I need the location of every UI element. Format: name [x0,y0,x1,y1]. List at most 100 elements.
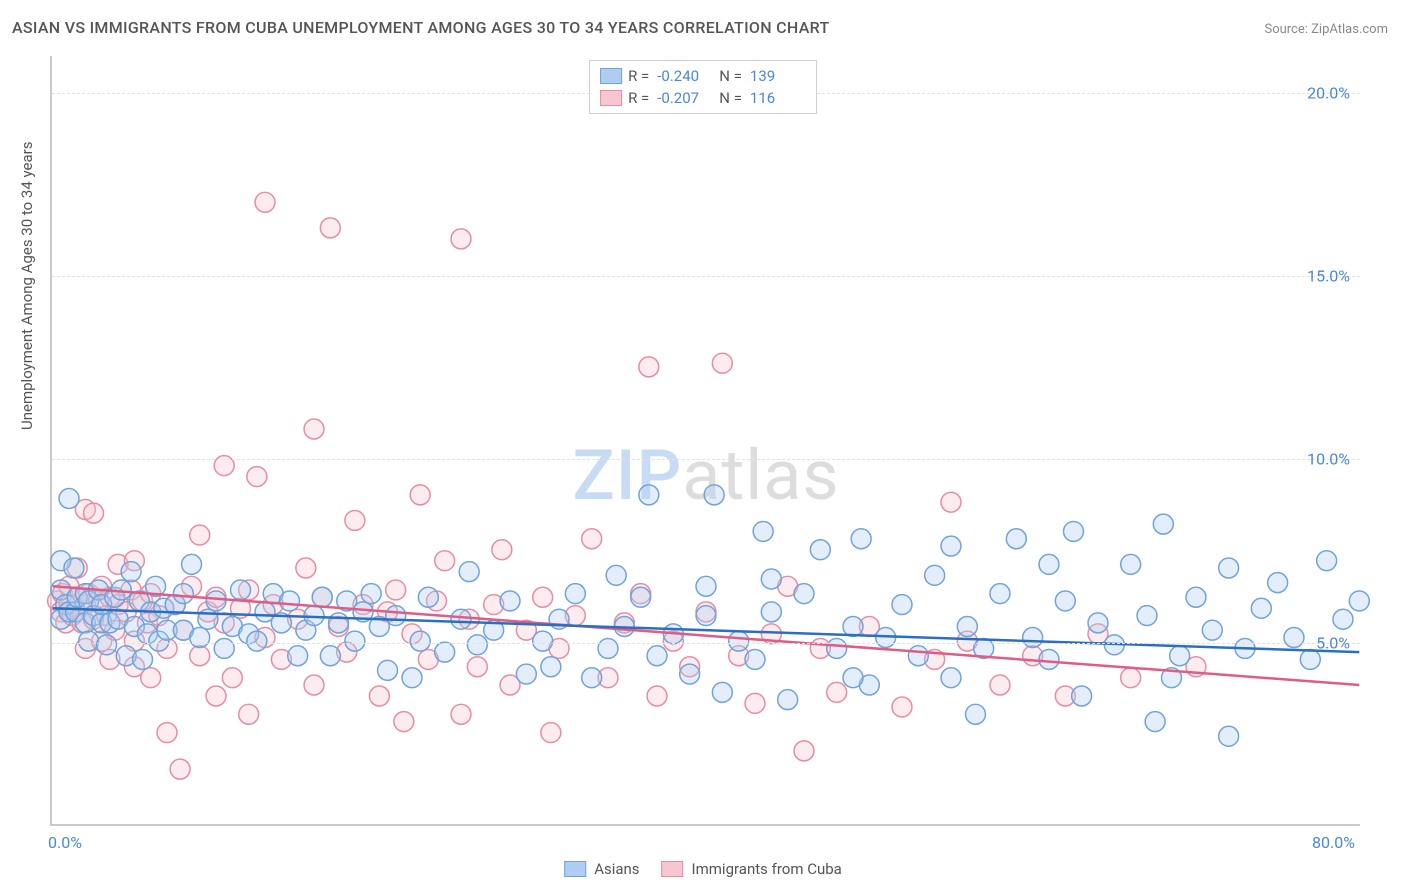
asians-point [247,631,267,651]
cuba-point [255,192,275,212]
asians-point [402,668,422,688]
asians-point [1202,620,1222,640]
r-label: R = [628,89,649,107]
cuba-point [170,759,190,779]
cuba-point [794,741,814,761]
n-value-cuba: 116 [750,89,806,107]
asians-point [459,562,479,582]
cuba-point [941,492,961,512]
asians-point [582,668,602,688]
y-tick-label: 10.0% [1307,450,1350,469]
legend-item-asians: Asians [564,860,639,878]
asians-point [1153,514,1173,534]
y-tick-label: 20.0% [1307,83,1350,102]
cuba-point [386,580,406,600]
cuba-point [1121,668,1141,688]
asians-point [435,642,455,662]
asians-point [231,580,251,600]
asians-point [704,485,724,505]
asians-point [639,485,659,505]
asians-point [541,657,561,677]
asians-point [1268,573,1288,593]
asians-point [753,521,773,541]
cuba-point [345,510,365,530]
x-tick-label: 0.0% [48,833,82,852]
y-axis-label: Unemployment Among Ages 30 to 34 years [18,142,36,430]
asians-point [206,591,226,611]
asians-point [345,631,365,651]
cuba-point [369,686,389,706]
n-label: N = [719,89,742,107]
asians-point [990,584,1010,604]
asians-point [1284,628,1304,648]
asians-point [418,587,438,607]
asians-point [173,584,193,604]
scatter-svg [52,56,1360,824]
legend-label-asians: Asians [594,860,639,878]
asians-point [729,631,749,651]
asians-point [1072,686,1092,706]
cuba-point [296,558,316,578]
asians-point [565,584,585,604]
asians-point [696,606,716,626]
cuba-point [206,686,226,706]
asians-point [386,606,406,626]
plot-area: ZIPatlas 5.0%10.0%15.0%20.0%0.0%80.0% [50,56,1360,826]
legend-row-cuba: R = -0.207 N = 116 [598,87,808,109]
cuba-point [247,467,267,487]
asians-point [794,584,814,604]
asians-point [1333,609,1353,629]
correlation-legend: R = -0.240 N = 139 R = -0.207 N = 116 [589,60,817,114]
cuba-point [141,668,161,688]
cuba-point [541,723,561,743]
asians-point [320,646,340,666]
asians-point [121,562,141,582]
asians-point [182,554,202,574]
r-value-asians: -0.240 [657,67,713,85]
asians-point [451,609,471,629]
asians-point [925,565,945,585]
n-label: N = [719,67,742,85]
cuba-point [582,529,602,549]
asians-point [941,668,961,688]
asians-point [957,617,977,637]
asians-point [533,631,553,651]
asians-point [1145,712,1165,732]
asians-point [410,631,430,651]
cuba-point [320,218,340,238]
asians-point [1023,628,1043,648]
asians-point [79,631,99,651]
cuba-point [304,419,324,439]
asians-point [214,638,234,658]
asians-point [647,646,667,666]
asians-point [97,635,117,655]
asians-point [1121,554,1141,574]
chart-title: ASIAN VS IMMIGRANTS FROM CUBA UNEMPLOYME… [12,18,830,37]
asians-point [680,664,700,684]
asians-point [59,489,79,509]
cuba-point [892,697,912,717]
asians-point [190,628,210,648]
source-label: Source: ZipAtlas.com [1264,22,1388,37]
asians-point [312,587,332,607]
asians-point [908,646,928,666]
asians-point [133,649,153,669]
asians-point [1300,649,1320,669]
swatch-asians [600,68,622,84]
cuba-point [467,657,487,677]
asians-point [1039,649,1059,669]
asians-point [1186,587,1206,607]
cuba-point [712,353,732,373]
asians-point [606,565,626,585]
cuba-point [410,485,430,505]
series-legend: Asians Immigrants from Cuba [564,860,842,878]
asians-point [361,584,381,604]
asians-point [827,638,847,658]
asians-point [1088,613,1108,633]
cuba-point [157,723,177,743]
asians-point [1219,726,1239,746]
asians-point [500,591,520,611]
asians-point [1251,598,1271,618]
cuba-point [304,675,324,695]
asians-point [288,646,308,666]
